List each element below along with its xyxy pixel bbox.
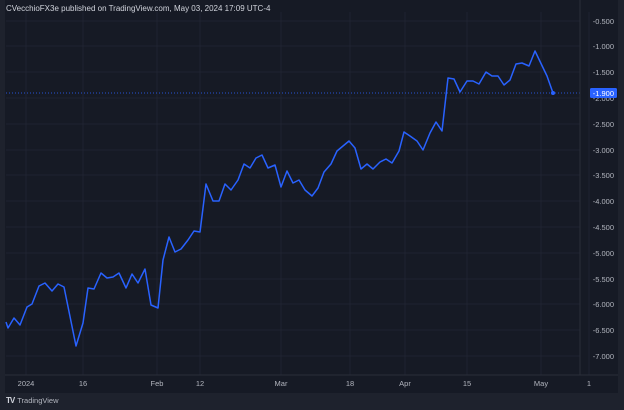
time-tick-label: 18 [346, 379, 354, 388]
price-tick-label: -2.000 [593, 94, 614, 103]
price-tick-label: -6.000 [593, 300, 614, 309]
tradingview-logo[interactable]: TV TradingView [6, 396, 59, 405]
price-tick-label: -0.500 [593, 17, 614, 26]
time-tick-label: Mar [275, 379, 288, 388]
time-tick-label: 2024 [18, 379, 35, 388]
last-price-value: -1.900 [593, 89, 614, 98]
grid-lines [6, 12, 590, 375]
last-price-label: -1.900 [590, 88, 617, 98]
time-tick-label: 1 [587, 379, 591, 388]
price-tick-label: -1.000 [593, 42, 614, 51]
price-tick-label: -6.500 [593, 326, 614, 335]
time-tick-label: Apr [399, 379, 411, 388]
time-tick-label: Feb [151, 379, 164, 388]
price-tick-label: -7.000 [593, 352, 614, 361]
last-price-dot [551, 91, 555, 95]
footer-bar: TV TradingView [0, 393, 624, 410]
price-line [5, 50, 554, 347]
price-axis[interactable]: -0.500 -1.000 -1.500 -2.000 -2.500 -3.000 -3.5… [593, 17, 614, 361]
price-tick-label: -2.500 [593, 120, 614, 129]
tradingview-logo-icon: TV [6, 396, 15, 405]
time-tick-label: 12 [196, 379, 204, 388]
price-tick-label: -3.000 [593, 146, 614, 155]
price-tick-label: -4.500 [593, 223, 614, 232]
price-tick-label: -3.500 [593, 171, 614, 180]
tradingview-logo-text: TradingView [17, 396, 59, 405]
price-tick-label: -5.500 [593, 275, 614, 284]
time-axis[interactable]: 2024 16 Feb 12 Mar 18 Apr 15 May 1 [18, 379, 591, 388]
price-tick-label: -4.000 [593, 197, 614, 206]
time-tick-label: 15 [463, 379, 471, 388]
price-tick-label: -1.500 [593, 68, 614, 77]
last-price-badge [590, 88, 617, 98]
time-tick-label: May [534, 379, 548, 388]
time-tick-label: 16 [79, 379, 87, 388]
price-tick-label: -5.000 [593, 249, 614, 258]
publish-attribution: CVecchioFX3e published on TradingView.co… [6, 4, 271, 13]
